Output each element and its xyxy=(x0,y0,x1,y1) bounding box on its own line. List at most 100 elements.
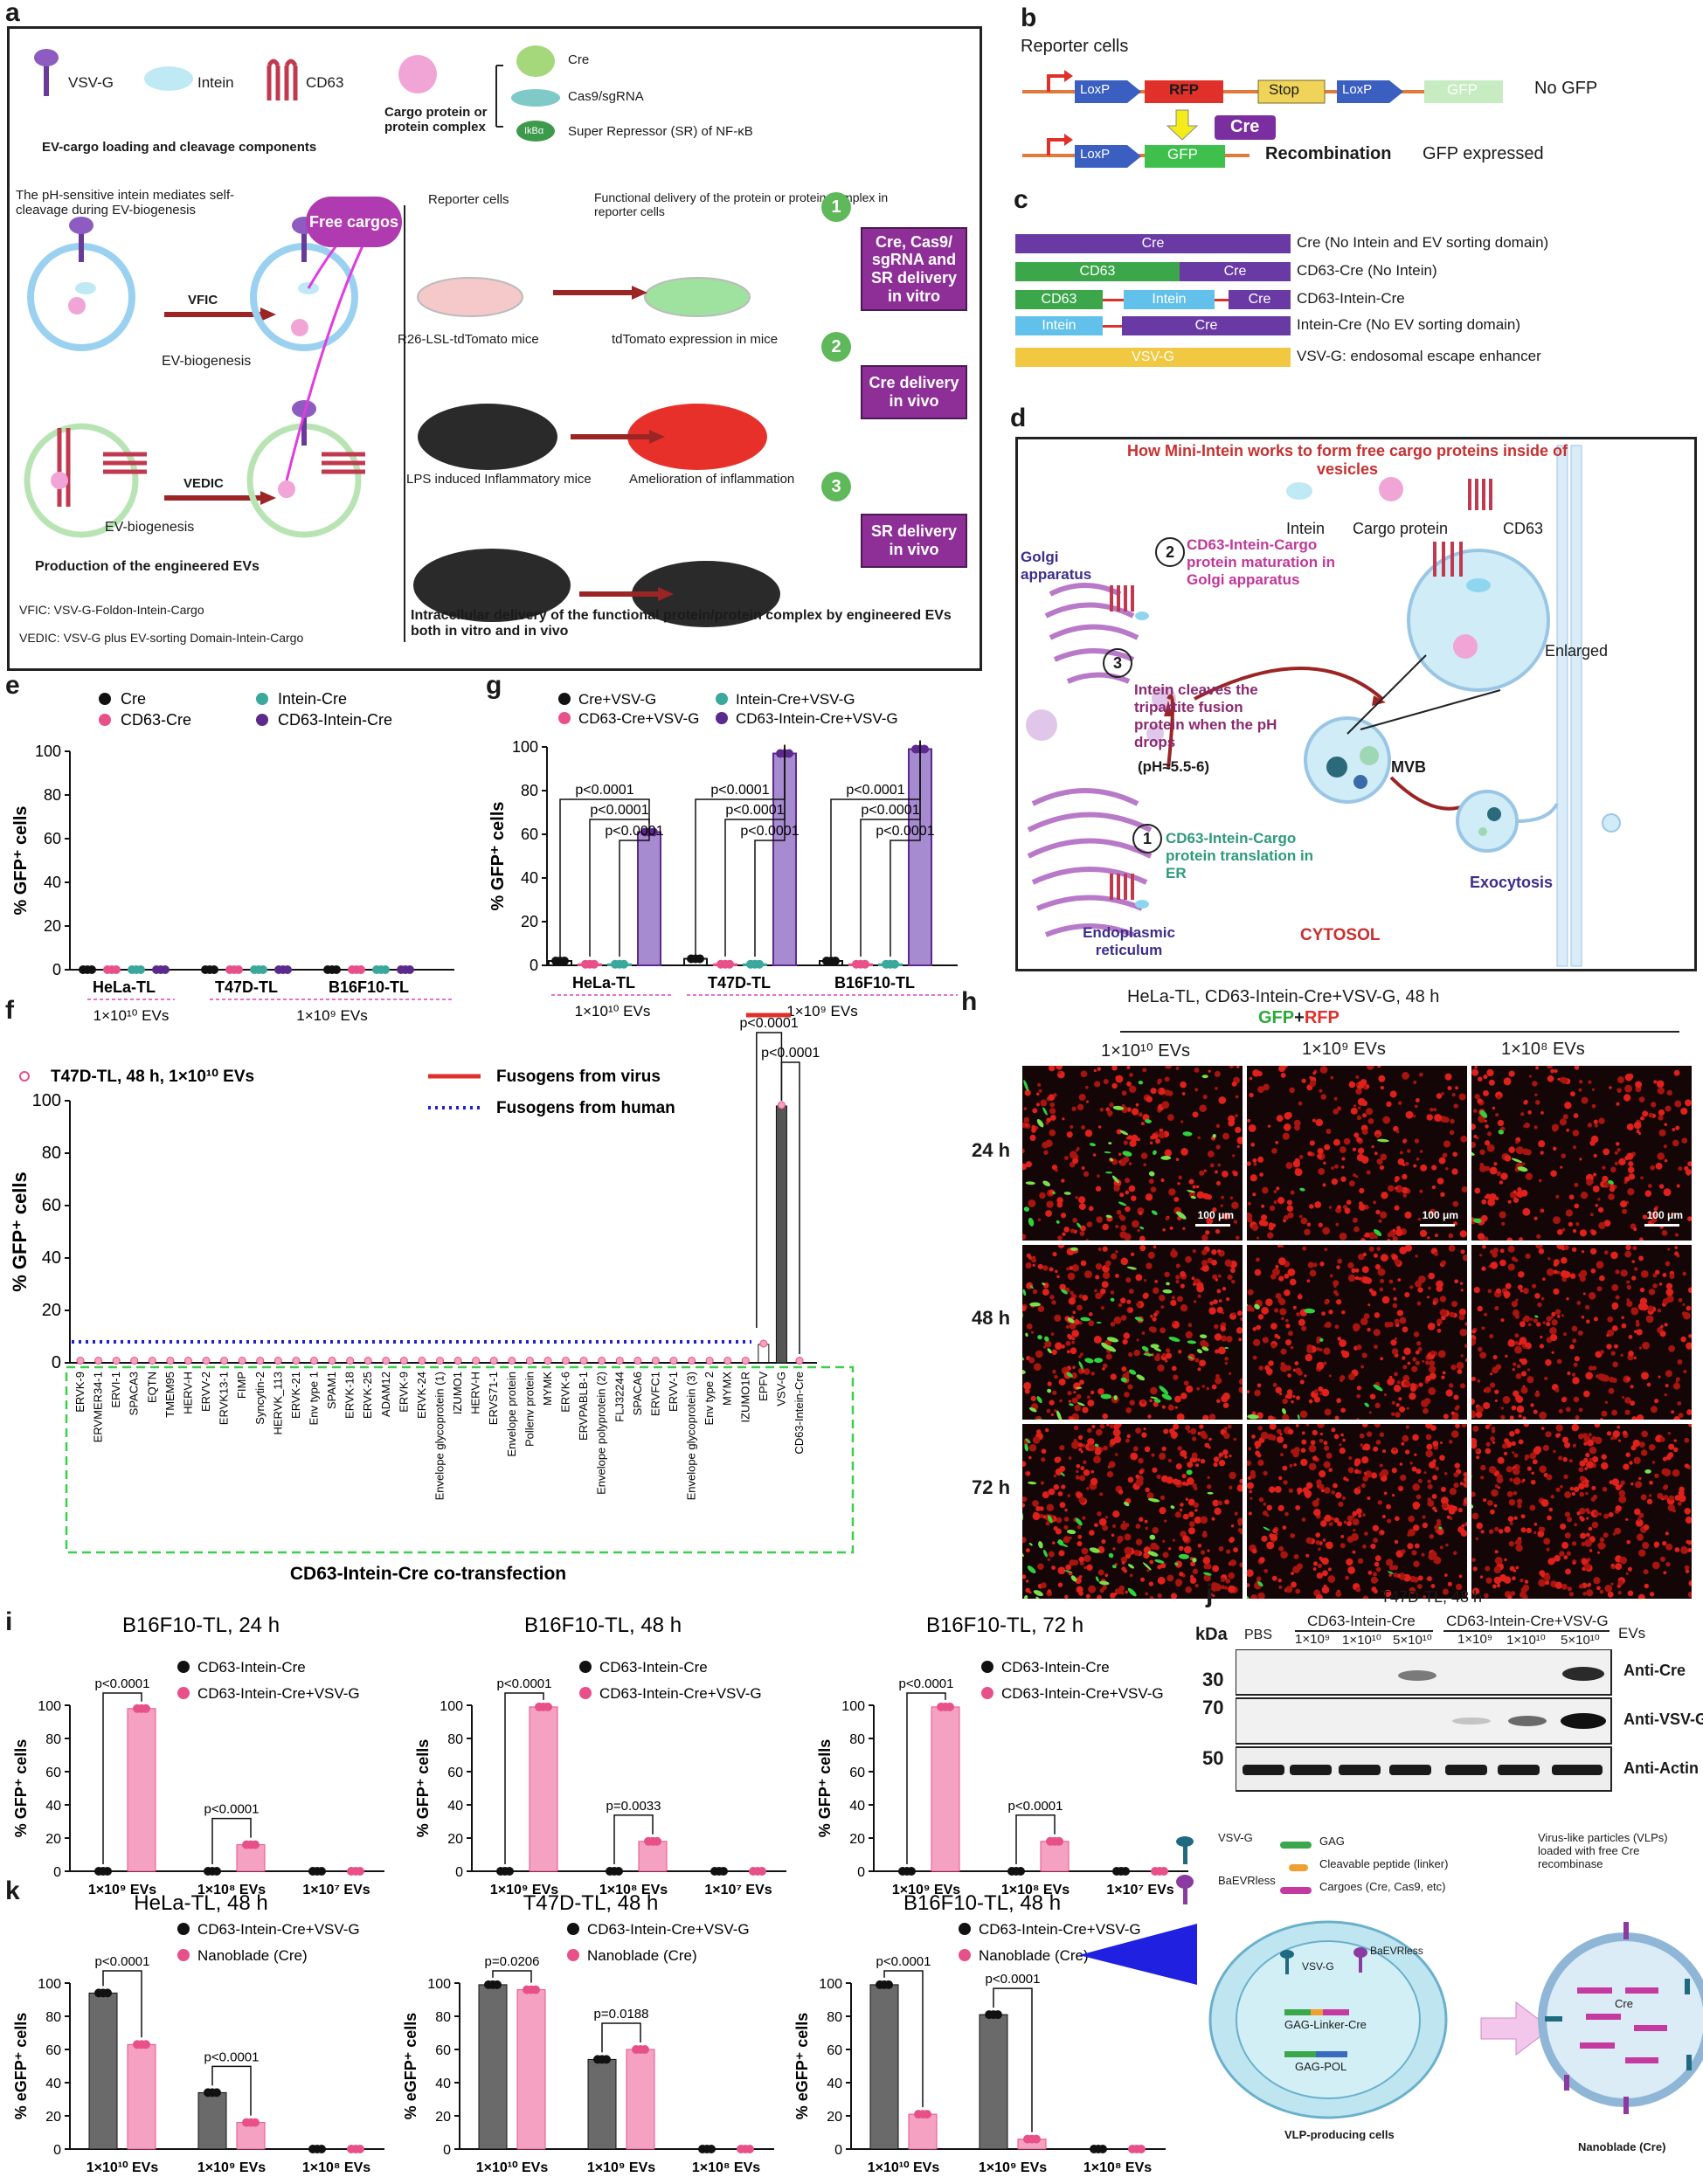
x-category-label: VSV-G xyxy=(774,1372,787,1406)
y-tick-label: 40 xyxy=(42,1248,61,1268)
cas9-icon xyxy=(511,89,560,107)
y-tick-label: 20 xyxy=(42,1301,61,1320)
legend-label: Fusogens from human xyxy=(496,1099,675,1117)
p-value-label: p<0.0001 xyxy=(590,803,648,818)
x-category-label: Envelope polyprotein (2) xyxy=(595,1372,608,1495)
legend-marker xyxy=(99,693,111,705)
data-point xyxy=(136,965,145,974)
significance-bracket xyxy=(1015,1814,1056,1864)
vlp-cre-label: Cre xyxy=(1615,1997,1633,2010)
y-tick-label: 80 xyxy=(45,1732,61,1747)
legend-marker xyxy=(19,1071,30,1082)
dose-label: 1×10¹⁰ EVs xyxy=(575,1003,651,1019)
vfic-def: VFIC: VSV-G-Foldon-Intein-Cargo xyxy=(19,603,204,617)
micrograph-r2-c3 xyxy=(1470,1243,1693,1421)
significance-bracket xyxy=(211,2065,252,2116)
significance-bracket xyxy=(102,1692,142,1864)
vlp-diagram xyxy=(1079,1836,1703,2119)
b-reporter-cells: Reporter cells xyxy=(1021,37,1129,56)
h-row-3: 72 h xyxy=(972,1476,1011,1498)
x-category-label: SPACA3 xyxy=(128,1372,141,1415)
x-category-label: 1×10⁹ EVs xyxy=(979,2160,1047,2175)
bar xyxy=(516,1989,546,2150)
mini-intein-diagram xyxy=(1026,445,1621,967)
x-category-label: ERVS71-1 xyxy=(487,1372,500,1425)
x-category-label: EQTN xyxy=(145,1372,158,1403)
x-category-label: B16F10-TL xyxy=(329,978,409,996)
x-category-label: ADAM12 xyxy=(379,1372,392,1417)
panel-label-f: f xyxy=(5,996,14,1025)
f-xtitle: CD63-Intein-Cre co-transfection xyxy=(290,1564,566,1584)
data-point xyxy=(256,1357,265,1365)
y-tick-label: 20 xyxy=(447,1832,463,1847)
micrograph-cells xyxy=(1247,1066,1467,1241)
legend-cd63: CD63 xyxy=(306,74,344,91)
j-group-1: CD63-Intein-Cre xyxy=(1307,1613,1416,1629)
significance-bracket xyxy=(993,1987,1033,2132)
significance-bracket xyxy=(619,823,650,957)
data-point xyxy=(633,1357,642,1365)
micrograph-grid: 100 μm 100 μm 100 μm xyxy=(1021,1064,1693,1602)
data-point xyxy=(148,1357,156,1365)
cd63-icon xyxy=(267,59,298,100)
data-point xyxy=(653,1836,661,1846)
dose-label: 1×10¹⁰ EVs xyxy=(93,1007,170,1024)
y-tick-label: 100 xyxy=(35,743,61,760)
y-tick-label: 60 xyxy=(447,1766,463,1780)
h-col-3: 1×10⁸ EVs xyxy=(1501,1040,1585,1059)
y-tick-label: 60 xyxy=(45,1766,61,1780)
x-category-label: 1×10⁸ EVs xyxy=(1083,2160,1152,2175)
data-point xyxy=(707,2145,716,2153)
data-point xyxy=(1121,1867,1130,1876)
data-point xyxy=(234,965,243,974)
mouse-black-1 xyxy=(418,404,557,470)
data-point xyxy=(785,749,793,758)
j-marker-30: 30 xyxy=(1202,1669,1224,1690)
p-value-label: p<0.0001 xyxy=(204,1802,260,1817)
box-cre-invivo: Cre delivery in vivo xyxy=(861,365,967,419)
data-point xyxy=(640,2045,649,2054)
data-point xyxy=(759,1339,768,1348)
data-point xyxy=(202,1357,211,1365)
legend-label: CD63-Intein-Cre+VSV-G xyxy=(599,1685,762,1702)
bar xyxy=(626,2049,655,2150)
x-category-label: Env type 1 xyxy=(307,1372,320,1425)
x-category-label: 1×10⁸ EVs xyxy=(692,2160,760,2175)
data-point xyxy=(142,2040,150,2049)
j-anti-vsvg: Anti-VSV-G xyxy=(1623,1711,1703,1728)
data-point xyxy=(356,2145,364,2153)
h-rfp: RFP xyxy=(1304,1008,1340,1027)
j-lane-1: 1×10⁹ xyxy=(1295,1632,1331,1647)
d-step-3: Intein cleaves the tripartite fusion pro… xyxy=(1134,681,1277,750)
legend-label: CD63-Intein-Cre xyxy=(197,1659,306,1676)
data-point xyxy=(76,1357,85,1365)
tdtomato-label: tdTomato expression in mice xyxy=(612,332,779,347)
cargo-protein-icon xyxy=(398,55,437,93)
x-category-label: HERVK_113 xyxy=(271,1372,284,1435)
data-point xyxy=(688,1357,696,1365)
x-category-label: Env type 2 xyxy=(703,1372,716,1425)
legend-label: Fusogens from virus xyxy=(496,1068,661,1086)
data-point xyxy=(405,965,414,974)
y-tick-label: 0 xyxy=(857,1865,865,1880)
y-tick-label: 40 xyxy=(827,2077,842,2091)
j-marker-50: 50 xyxy=(1202,1747,1224,1769)
x-category-label: 1×10⁹ EVs xyxy=(587,2160,655,2175)
micrograph-r3-c1 xyxy=(1021,1422,1244,1600)
y-tick-label: 20 xyxy=(827,2110,842,2125)
legend-marker xyxy=(716,693,728,705)
data-point xyxy=(755,959,764,969)
x-category-label: 1×10⁹ EVs xyxy=(197,2160,266,2175)
j-anti-actin: Anti-Actin xyxy=(1623,1759,1699,1777)
x-category-label: FIMP xyxy=(235,1372,248,1399)
micrograph-cells xyxy=(1471,1245,1692,1420)
c-vsvg-bar: VSV-G xyxy=(1015,348,1291,367)
data-point xyxy=(381,965,390,974)
y-tick-label: 40 xyxy=(521,869,538,887)
d-cytosol: CYTOSOL xyxy=(1300,926,1381,944)
y-axis-label: % GFP⁺ cells xyxy=(414,1739,432,1838)
x-category-label: ERVMER34-1 xyxy=(92,1372,105,1442)
micrograph-r2-c2 xyxy=(1245,1243,1469,1421)
p-value-label: p<0.0001 xyxy=(710,783,769,798)
ev-biogenesis-1: EV-biogenesis xyxy=(162,354,252,369)
